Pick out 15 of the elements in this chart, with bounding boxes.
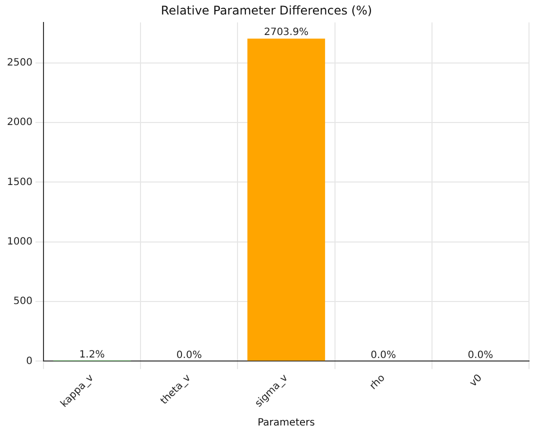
data-label: 0.0% bbox=[468, 350, 494, 361]
y-tick-label: 1000 bbox=[6, 236, 32, 248]
x-tick-label: v0 bbox=[468, 372, 484, 390]
data-label: 2703.9% bbox=[264, 27, 308, 38]
y-tick-label: 500 bbox=[13, 296, 32, 308]
x-axis-title: Parameters bbox=[258, 418, 315, 429]
chart-title: Relative Parameter Differences (%) bbox=[160, 3, 372, 18]
data-label: 0.0% bbox=[176, 350, 202, 361]
y-tick-label: 1500 bbox=[6, 176, 32, 188]
y-tick-label: 2000 bbox=[6, 117, 32, 128]
data-label: 1.2% bbox=[79, 350, 105, 361]
y-tick-label: 0 bbox=[26, 356, 32, 367]
y-tick-label: 2500 bbox=[6, 58, 32, 69]
data-label: 0.0% bbox=[370, 350, 396, 361]
x-tick-label: rho bbox=[368, 372, 388, 392]
